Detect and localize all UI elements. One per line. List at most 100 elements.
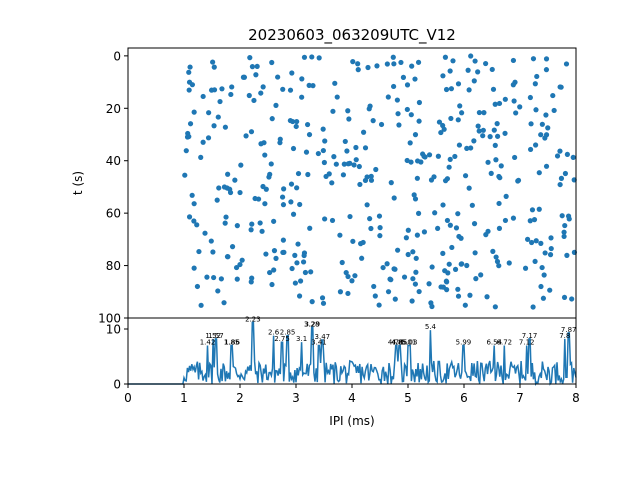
scatter-point xyxy=(502,217,509,224)
scatter-point xyxy=(277,140,283,146)
scatter-point xyxy=(571,177,577,183)
scatter-point xyxy=(204,274,210,280)
scatter-point xyxy=(401,274,408,280)
scatter-point xyxy=(561,294,568,301)
scatter-point xyxy=(561,233,567,240)
scatter-point xyxy=(409,63,415,69)
scatter-point xyxy=(395,247,401,253)
scatter-point xyxy=(330,108,336,114)
scatter-point xyxy=(446,261,452,267)
scatter-point xyxy=(466,185,472,191)
scatter-point xyxy=(481,110,487,116)
scatter-point xyxy=(404,106,410,113)
scatter-point xyxy=(388,180,394,186)
scatter-point xyxy=(301,54,308,60)
scatter-point xyxy=(409,298,415,304)
scatter-point xyxy=(253,72,259,78)
scatter-point xyxy=(412,196,419,202)
scatter-point xyxy=(496,200,502,207)
scatter-point xyxy=(243,133,249,139)
scatter-point xyxy=(390,54,396,60)
scatter-point xyxy=(186,133,192,140)
scatter-point xyxy=(304,121,311,128)
scatter-point xyxy=(229,84,235,90)
scatter-point xyxy=(248,227,254,233)
scatter-point xyxy=(295,170,302,177)
scatter-point xyxy=(333,161,339,167)
scatter-point xyxy=(345,273,351,280)
scatter-point xyxy=(541,272,547,278)
scatter-point xyxy=(472,58,478,64)
scatter-point xyxy=(502,96,508,102)
scatter-point xyxy=(259,228,265,234)
scatter-point xyxy=(551,107,557,114)
scatter-point xyxy=(410,249,416,255)
scatter-point xyxy=(447,156,453,163)
scatter-point xyxy=(378,121,385,128)
bottom-x-tick-label: 3 xyxy=(292,391,300,405)
scatter-point xyxy=(404,82,411,88)
scatter-point xyxy=(240,74,247,80)
scatter-point xyxy=(227,186,233,192)
scatter-point xyxy=(377,233,383,239)
scatter-point xyxy=(455,286,461,292)
scatter-point xyxy=(347,213,353,220)
peak-label: 7.8 xyxy=(559,332,570,340)
scatter-point xyxy=(418,159,424,165)
scatter-point xyxy=(219,86,225,92)
scatter-point xyxy=(569,296,575,302)
bottom-y-tick-label: 0 xyxy=(113,378,121,392)
scatter-point xyxy=(299,94,305,100)
scatter-point xyxy=(464,145,470,152)
scatter-point xyxy=(496,263,502,269)
scatter-point xyxy=(334,94,340,100)
scatter-point xyxy=(536,206,542,212)
scatter-point xyxy=(275,74,281,80)
bottom-x-tick-label: 7 xyxy=(516,391,524,405)
scatter-point xyxy=(309,54,315,60)
scatter-point xyxy=(447,68,453,74)
scatter-point xyxy=(262,201,268,207)
scatter-point xyxy=(269,59,275,66)
scatter-point xyxy=(297,201,303,208)
scatter-point xyxy=(558,175,565,181)
scatter-point xyxy=(473,276,479,282)
scatter-point xyxy=(355,67,361,73)
scatter-point xyxy=(412,281,418,287)
scatter-point xyxy=(538,283,544,290)
peak-label: 5.03 xyxy=(402,339,418,347)
scatter-point xyxy=(533,142,539,148)
scatter-point xyxy=(320,126,326,132)
scatter-point xyxy=(492,304,498,310)
scatter-point xyxy=(496,225,503,231)
scatter-point xyxy=(444,217,451,224)
scatter-point xyxy=(303,149,310,155)
scatter-point xyxy=(542,250,548,256)
peak-label: 4.8 xyxy=(391,339,402,347)
scatter-point xyxy=(234,223,240,229)
scatter-point xyxy=(429,264,435,270)
scatter-point xyxy=(329,180,335,186)
scatter-point xyxy=(211,87,218,93)
scatter-point xyxy=(408,159,414,165)
scatter-point xyxy=(442,54,449,60)
scatter-point xyxy=(562,170,569,177)
scatter-point xyxy=(349,278,355,284)
scatter-point xyxy=(447,222,453,228)
scatter-point xyxy=(478,272,484,278)
scatter-point xyxy=(561,229,567,235)
scatter-point xyxy=(326,171,332,177)
scatter-point xyxy=(529,239,535,246)
bottom-axes-frame xyxy=(127,317,577,385)
scatter-point xyxy=(365,64,371,71)
scatter-point xyxy=(368,177,375,183)
scatter-point xyxy=(223,214,229,220)
scatter-point xyxy=(281,249,287,255)
scatter-point xyxy=(246,92,252,99)
scatter-point xyxy=(316,55,322,61)
scatter-point xyxy=(237,261,243,268)
scatter-point xyxy=(414,175,420,181)
scatter-point xyxy=(548,235,554,241)
scatter-point xyxy=(492,101,498,107)
